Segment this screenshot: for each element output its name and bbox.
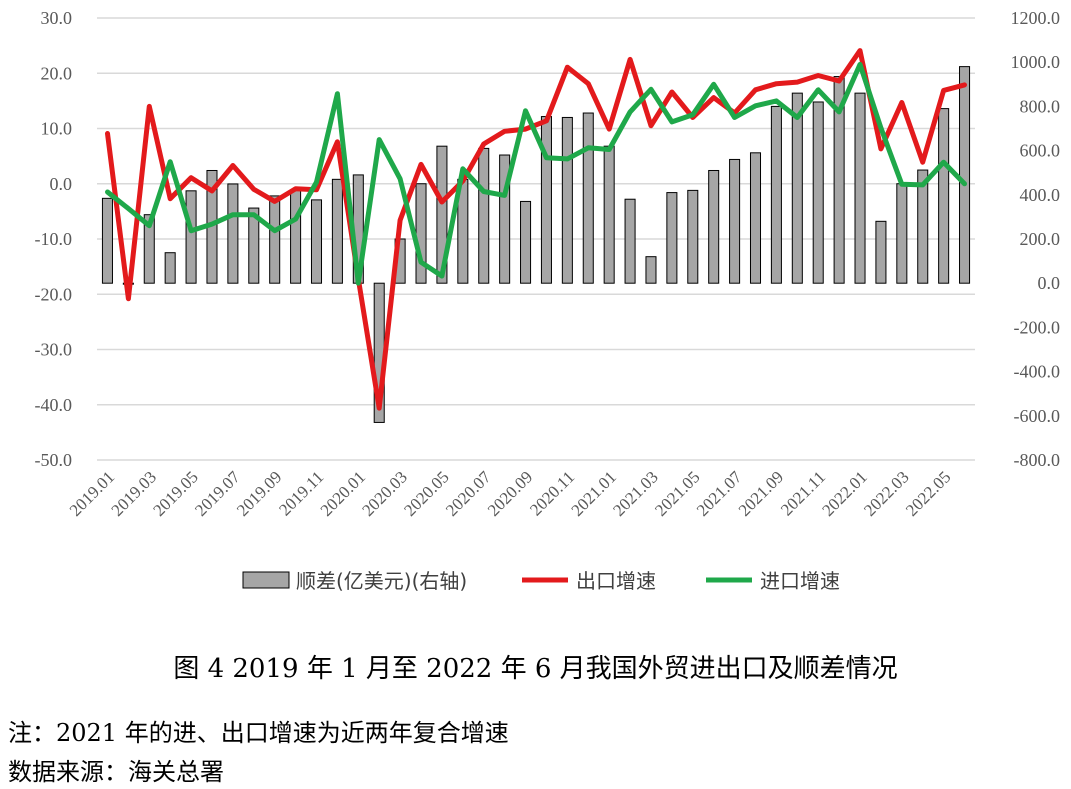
left-axis-tick-label: -20.0 [35, 284, 73, 304]
note-growth-method: 注：2021 年的进、出口增速为近两年复合增速 [8, 719, 509, 747]
balance-bar [917, 169, 929, 284]
import-growth-line [105, 61, 967, 286]
x-axis-tick-label: 2021.11 [777, 467, 829, 519]
left-axis-tick-label: -40.0 [35, 395, 73, 415]
right-axis-tick-label: 600.0 [1020, 141, 1061, 161]
balance-bar [436, 145, 448, 284]
balance-bar [959, 66, 971, 284]
legend-swatch-balance [242, 571, 290, 589]
balance-bar [582, 112, 594, 284]
legend: 顺差(亿美元)(右轴) 出口增速 进口增速 [242, 569, 840, 593]
balance-bar [164, 252, 176, 284]
balance-bar [290, 189, 302, 284]
x-axis-tick-label: 2020.11 [526, 467, 578, 519]
balance-bar [520, 200, 532, 284]
balance-bar [415, 183, 427, 284]
balance-bars [101, 66, 971, 423]
right-axis-tick-label: 0.0 [1038, 273, 1061, 293]
balance-bar [248, 207, 260, 284]
right-axis-tick-label: 800.0 [1020, 96, 1061, 116]
x-axis-tick-label: 2021.05 [651, 467, 704, 520]
x-axis-tick-label: 2019.05 [149, 467, 202, 520]
x-axis-tick-label: 2020.07 [442, 467, 495, 520]
growth-lines [105, 48, 967, 411]
balance-bar [499, 154, 511, 284]
x-axis-tick-label: 2021.07 [693, 467, 746, 520]
x-axis-tick-label: 2021.03 [609, 467, 662, 520]
balance-bar [185, 190, 197, 284]
figure-caption: 图 4 2019 年 1 月至 2022 年 6 月我国外贸进出口及顺差情况 [173, 654, 898, 684]
balance-bar [310, 199, 323, 284]
x-axis-tick-label: 2019.09 [233, 467, 286, 520]
left-axis-tick-label: 10.0 [41, 119, 73, 139]
right-axis-ticks: 1200.0 1000.0 800.0 600.0 400.0 200.0 0.0 -200.… [1011, 8, 1061, 470]
balance-bar [875, 220, 887, 284]
left-axis-tick-label: 30.0 [41, 8, 73, 28]
left-axis-tick-label: -30.0 [35, 340, 73, 360]
x-axis-tick-label: 2020.03 [358, 467, 411, 520]
legend-label-balance: 顺差(亿美元)(右轴) [296, 569, 467, 593]
balance-bar [624, 198, 636, 284]
x-axis-tick-label: 2019.03 [108, 467, 161, 520]
balance-bar [896, 183, 908, 284]
balance-bar [854, 92, 866, 284]
right-axis-tick-label: 200.0 [1020, 229, 1061, 249]
x-axis-tick-label: 2020.09 [484, 467, 537, 520]
export-growth-line [105, 48, 967, 411]
gridlines [97, 17, 975, 461]
left-axis-tick-label: 0.0 [50, 174, 73, 194]
balance-bar [645, 256, 657, 284]
balance-bar [561, 116, 573, 284]
x-axis-tick-label: 2021.01 [567, 467, 620, 520]
right-axis-tick-label: 1000.0 [1011, 52, 1061, 72]
left-axis-tick-label: -10.0 [35, 229, 73, 249]
balance-bar [603, 145, 615, 284]
balance-bar [770, 105, 782, 284]
balance-bar [687, 189, 699, 284]
balance-bar [666, 192, 678, 284]
balance-bar [749, 152, 762, 284]
right-axis-tick-label: -400.0 [1014, 362, 1061, 382]
left-axis-tick-label: 20.0 [41, 63, 73, 83]
x-axis-tick-label: 2019.01 [66, 467, 119, 520]
balance-bar [729, 158, 741, 284]
chart: 30.0 20.0 10.0 0.0 -10.0 -20.0 -30.0 -40.0 -50.0… [35, 8, 1061, 593]
right-axis-tick-label: 1200.0 [1011, 8, 1061, 28]
balance-bar [478, 147, 490, 284]
x-axis-ticks: 2019.012019.032019.052019.072019.092019.… [66, 467, 955, 520]
balance-bar [938, 108, 950, 284]
balance-bar [331, 178, 343, 284]
x-axis-tick-label: 2021.09 [735, 467, 788, 520]
x-axis-tick-label: 2020.01 [317, 467, 370, 520]
x-axis-tick-label: 2022.01 [818, 467, 871, 520]
right-axis-tick-label: -200.0 [1014, 317, 1061, 337]
right-axis-tick-label: -800.0 [1014, 450, 1061, 470]
right-axis-tick-label: 400.0 [1020, 185, 1061, 205]
x-axis-tick-label: 2020.05 [400, 467, 453, 520]
right-axis-tick-label: -600.0 [1014, 406, 1061, 426]
note-data-source: 数据来源：海关总署 [8, 758, 224, 786]
x-axis-tick-label: 2019.07 [191, 467, 244, 520]
x-axis-tick-label: 2022.05 [902, 467, 955, 520]
x-axis-tick-label: 2022.03 [860, 467, 913, 520]
balance-bar [791, 92, 803, 284]
x-axis-tick-label: 2019.11 [275, 467, 327, 519]
legend-label-export: 出口增速 [576, 569, 656, 593]
balance-bar [540, 116, 552, 284]
balance-bar [812, 101, 824, 284]
balance-bar [708, 169, 720, 284]
balance-bar [101, 197, 113, 284]
balance-bar [143, 214, 155, 284]
left-axis-tick-label: -50.0 [35, 450, 73, 470]
left-axis-ticks: 30.0 20.0 10.0 0.0 -10.0 -20.0 -30.0 -40.0 -50.0 [35, 8, 73, 470]
balance-bar [269, 195, 281, 284]
legend-label-import: 进口增速 [760, 569, 840, 593]
balance-bar [227, 183, 239, 284]
